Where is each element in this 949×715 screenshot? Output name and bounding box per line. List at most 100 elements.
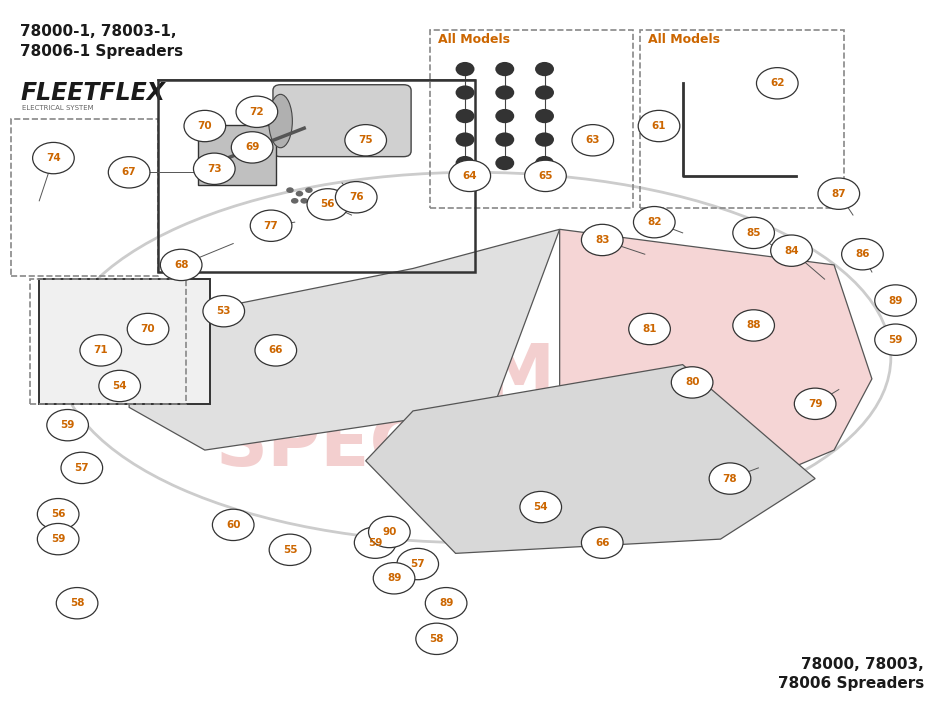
Circle shape	[709, 463, 751, 494]
Text: 55: 55	[283, 545, 297, 555]
Polygon shape	[365, 365, 815, 553]
Circle shape	[270, 534, 311, 566]
FancyBboxPatch shape	[198, 124, 276, 185]
Circle shape	[108, 157, 150, 188]
Text: 69: 69	[245, 142, 259, 152]
Text: 89: 89	[387, 573, 401, 583]
Circle shape	[733, 310, 774, 341]
Circle shape	[251, 210, 292, 242]
Text: 56: 56	[51, 509, 65, 519]
Text: 89: 89	[439, 598, 454, 608]
Circle shape	[495, 132, 514, 147]
Text: 63: 63	[586, 135, 600, 145]
Text: 90: 90	[382, 527, 397, 537]
Text: 73: 73	[207, 164, 222, 174]
Circle shape	[213, 509, 254, 541]
Circle shape	[47, 410, 88, 441]
Text: 68: 68	[174, 260, 189, 270]
Circle shape	[535, 62, 554, 77]
Circle shape	[335, 182, 377, 213]
Text: 54: 54	[112, 381, 127, 391]
Text: 85: 85	[746, 228, 761, 238]
Text: 78000, 78003,
78006 Spreaders: 78000, 78003, 78006 Spreaders	[778, 656, 924, 691]
Text: FLEETFLEX: FLEETFLEX	[20, 82, 165, 105]
Circle shape	[127, 313, 169, 345]
Circle shape	[32, 142, 74, 174]
Circle shape	[236, 96, 278, 127]
Text: 67: 67	[121, 167, 137, 177]
Circle shape	[416, 623, 457, 654]
Circle shape	[520, 491, 562, 523]
Text: 86: 86	[855, 250, 869, 260]
Circle shape	[495, 156, 514, 170]
Text: 88: 88	[746, 320, 761, 330]
Circle shape	[456, 85, 474, 99]
Text: 66: 66	[595, 538, 609, 548]
Circle shape	[456, 62, 474, 77]
Circle shape	[875, 324, 917, 355]
Text: 84: 84	[784, 246, 799, 256]
Circle shape	[671, 367, 713, 398]
Circle shape	[582, 225, 623, 256]
Circle shape	[99, 370, 140, 402]
Circle shape	[535, 156, 554, 170]
Circle shape	[203, 295, 245, 327]
Circle shape	[232, 132, 273, 163]
Circle shape	[842, 239, 884, 270]
Polygon shape	[560, 230, 872, 485]
Text: 80: 80	[685, 378, 699, 388]
Text: 65: 65	[538, 171, 552, 181]
Text: 83: 83	[595, 235, 609, 245]
Circle shape	[535, 85, 554, 99]
Circle shape	[80, 335, 121, 366]
Text: ELECTRICAL SYSTEM: ELECTRICAL SYSTEM	[22, 104, 94, 111]
Circle shape	[306, 187, 313, 193]
Text: 89: 89	[888, 295, 902, 305]
Text: 72: 72	[250, 107, 264, 117]
Circle shape	[425, 588, 467, 619]
Circle shape	[373, 563, 415, 594]
FancyBboxPatch shape	[273, 84, 411, 157]
Text: SPECIALISTS: SPECIALISTS	[216, 412, 733, 481]
Circle shape	[456, 156, 474, 170]
Circle shape	[582, 527, 623, 558]
Circle shape	[37, 523, 79, 555]
Circle shape	[572, 124, 614, 156]
Circle shape	[449, 160, 491, 192]
Text: 53: 53	[216, 306, 231, 316]
Text: 81: 81	[642, 324, 657, 334]
Circle shape	[255, 335, 297, 366]
Text: All Models: All Models	[647, 34, 719, 46]
Circle shape	[344, 124, 386, 156]
Circle shape	[495, 85, 514, 99]
Text: 58: 58	[70, 598, 84, 608]
Text: 78000-1, 78003-1,
78006-1 Spreaders: 78000-1, 78003-1, 78006-1 Spreaders	[20, 24, 183, 59]
Circle shape	[184, 110, 226, 142]
Circle shape	[495, 109, 514, 123]
Circle shape	[61, 452, 102, 483]
Circle shape	[194, 153, 235, 184]
Circle shape	[535, 109, 554, 123]
Text: 59: 59	[368, 538, 382, 548]
Text: 59: 59	[51, 534, 65, 544]
Text: 71: 71	[93, 345, 108, 355]
Polygon shape	[129, 230, 560, 450]
Text: 60: 60	[226, 520, 240, 530]
Circle shape	[495, 62, 514, 77]
Text: 70: 70	[197, 121, 213, 131]
Text: All Models: All Models	[437, 34, 510, 46]
Circle shape	[291, 198, 299, 204]
Text: 77: 77	[264, 221, 278, 231]
Text: 87: 87	[831, 189, 847, 199]
Text: 57: 57	[75, 463, 89, 473]
Text: 57: 57	[410, 559, 425, 569]
Circle shape	[56, 588, 98, 619]
Text: 59: 59	[888, 335, 902, 345]
Circle shape	[794, 388, 836, 420]
Circle shape	[301, 198, 308, 204]
Circle shape	[368, 516, 410, 548]
Circle shape	[354, 527, 396, 558]
Text: 79: 79	[808, 399, 823, 409]
Circle shape	[634, 207, 675, 238]
Text: 54: 54	[533, 502, 549, 512]
